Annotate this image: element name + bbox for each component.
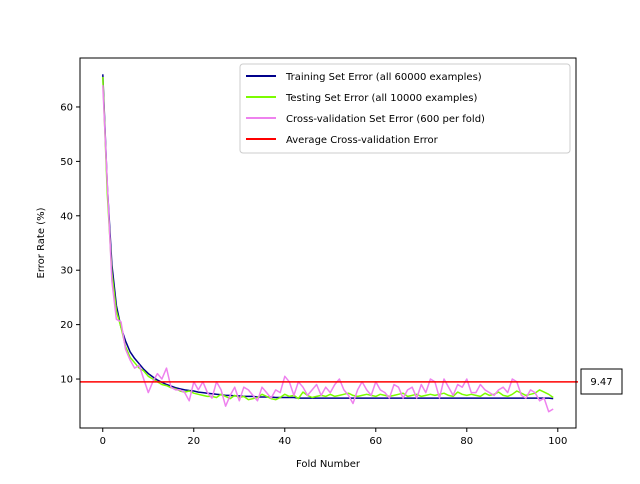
x-tick-label: 40 [278, 436, 291, 447]
annotation-label: 9.47 [590, 377, 612, 388]
y-tick-label: 10 [60, 375, 73, 386]
y-tick-label: 20 [60, 320, 73, 331]
legend-label-testing: Testing Set Error (all 10000 examples) [285, 93, 477, 104]
x-axis-label: Fold Number [296, 459, 361, 470]
legend-label-average: Average Cross-validation Error [286, 135, 439, 146]
x-axis-ticks: 0 20 40 60 80 100 [100, 428, 567, 447]
legend-label-crossval: Cross-validation Set Error (600 per fold… [286, 114, 485, 125]
crossval-error-line [102, 85, 554, 413]
legend-label-training: Training Set Error (all 60000 examples) [285, 72, 482, 83]
training-error-line [102, 74, 554, 400]
y-tick-label: 40 [60, 211, 73, 222]
annotation-box [580, 368, 623, 395]
x-tick-label: 100 [548, 436, 567, 447]
plot-lines [80, 74, 578, 413]
x-tick-label: 60 [369, 436, 382, 447]
x-tick-label: 20 [187, 436, 200, 447]
y-tick-label: 30 [60, 266, 73, 277]
y-axis-label: Error Rate (%) [36, 207, 47, 278]
legend-box [239, 63, 571, 154]
x-tick-label: 80 [460, 436, 473, 447]
legend: Training Set Error (all 60000 examples) … [239, 63, 571, 154]
axes-frame [79, 57, 577, 429]
x-tick-label: 0 [100, 436, 106, 447]
y-axis-ticks: 10 20 30 40 50 60 [60, 102, 80, 386]
y-tick-label: 60 [60, 102, 73, 113]
average-value-annotation: 9.47 [580, 368, 623, 395]
y-tick-label: 50 [60, 157, 73, 168]
